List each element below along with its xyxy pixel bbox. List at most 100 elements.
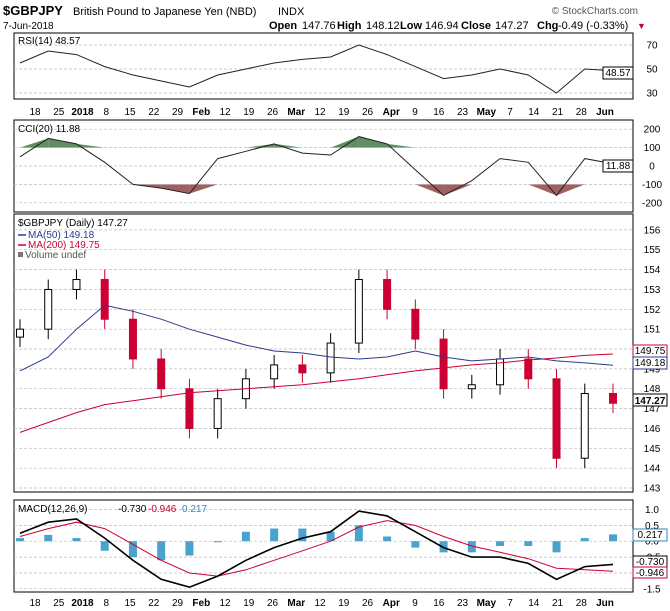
price-ticks-tick-0: 156	[644, 225, 661, 236]
xaxis-bottom-tick-1: 25	[53, 598, 65, 609]
ma200-line	[19, 353, 614, 433]
open-value: 147.76	[302, 20, 336, 32]
signal-line	[19, 520, 614, 577]
macd-histogram-bar	[552, 541, 561, 553]
xaxis-bottom-tick-10: 26	[267, 598, 279, 609]
low-label: Low	[400, 20, 422, 32]
high-label: High	[337, 20, 362, 32]
xaxis-top-tick-20: 7	[507, 107, 513, 118]
xaxis-top-tick-3: 8	[104, 107, 110, 118]
macd-histogram-bar	[298, 528, 307, 542]
signal-value-box-label: -0.946	[636, 568, 665, 579]
xaxis-top-tick-2: 2018	[71, 107, 94, 118]
macd-histogram-bar	[383, 536, 392, 542]
candle-body	[524, 358, 533, 380]
close-label: Close	[461, 20, 491, 32]
cci-ticks-tick-1: 100	[644, 143, 661, 154]
cci-value-label: 11.88	[606, 161, 631, 172]
ma50-legend-label: MA(50) 149.18	[28, 230, 95, 241]
xaxis-top-tick-23: 28	[576, 107, 588, 118]
watermark: © StockCharts.com	[552, 6, 638, 17]
xaxis-top-tick-22: 21	[552, 107, 564, 118]
candle-body	[411, 308, 420, 340]
price-ticks-tick-12: 144	[644, 464, 661, 475]
cci-overbought-fill	[76, 143, 105, 148]
xaxis-top-tick-11: Mar	[287, 107, 305, 118]
macd-ticks-tick-2: 0.0	[645, 537, 659, 548]
xaxis-top-tick-17: 16	[433, 107, 445, 118]
xaxis-bottom-tick-15: Apr	[383, 598, 400, 609]
candle-body	[552, 378, 561, 459]
candle-body	[580, 393, 589, 459]
macd-histogram-bar	[241, 531, 250, 542]
price-ticks-tick-9: 147	[644, 404, 661, 415]
rsi-frame	[13, 32, 634, 100]
macd-ticks-tick-1: 0.5	[645, 521, 659, 532]
ma50-value-label: 149.18	[635, 358, 666, 369]
chg-down-arrow-icon: ▼	[637, 21, 646, 31]
cci-ticks-tick-0: 200	[644, 125, 661, 136]
xaxis-top-tick-10: 26	[267, 107, 279, 118]
symbol: $GBPJPY	[3, 3, 63, 18]
exchange: INDX	[278, 6, 305, 18]
cci-label: CCI(20) 11.88	[18, 124, 81, 135]
rsi-label: RSI(14) 48.57	[18, 36, 81, 47]
hist-value: 0.217	[182, 504, 207, 515]
cci-ticks-tick-3: -100	[642, 180, 662, 191]
xaxis-top-tick-15: Apr	[383, 107, 400, 118]
xaxis-bottom-tick-2: 2018	[71, 598, 94, 609]
candle-body	[16, 328, 24, 338]
price-panel: 1561551541531521511501491481471461451441…	[13, 213, 668, 495]
xaxis-bottom-tick-3: 8	[104, 598, 110, 609]
cci-value-box	[602, 159, 634, 173]
candle-body	[128, 318, 137, 360]
price-frame	[13, 213, 634, 493]
candle-body	[383, 279, 392, 310]
xaxis-bottom-tick-6: 29	[172, 598, 184, 609]
xaxis-top-tick-0: 18	[29, 107, 41, 118]
macd-value: -0.730	[118, 504, 147, 515]
xaxis-bottom-tick-0: 18	[29, 598, 41, 609]
xaxis-bottom-tick-17: 16	[433, 598, 445, 609]
volume-legend-swatch	[18, 252, 23, 257]
macd-histogram-bar	[467, 541, 476, 553]
xaxis-top-tick-19: May	[477, 107, 497, 118]
xaxis-top-tick-18: 23	[457, 107, 469, 118]
xaxis-bottom-tick-24: Jun	[596, 598, 614, 609]
xaxis-top-tick-24: Jun	[596, 107, 614, 118]
open-label: Open	[269, 20, 297, 32]
volume-legend-label: Volume undef	[25, 250, 86, 261]
cci-panel: 200 100 0 -100 -200 CCI(20) 11.88 11.88	[13, 119, 662, 213]
price-ticks-tick-3: 153	[644, 285, 661, 296]
candle-body	[185, 388, 194, 429]
macd-label: MACD(12,26,9)	[18, 504, 87, 515]
macd-histogram-bar	[609, 534, 617, 542]
xaxis-bottom-tick-19: May	[477, 598, 497, 609]
xaxis-top-tick-5: 22	[148, 107, 160, 118]
hist-value-box	[632, 528, 668, 542]
price-ticks-tick-5: 151	[644, 325, 661, 336]
candle-body	[72, 279, 81, 290]
macd-histogram-bar	[496, 541, 505, 546]
macd-histogram-bar	[100, 541, 109, 551]
macd-histogram-bar	[213, 541, 222, 543]
signal-value: -0.946	[148, 504, 177, 515]
macd-histogram-bar	[128, 541, 137, 558]
chg-value: -0.49 (-0.33%)	[558, 20, 628, 32]
candle-body	[609, 393, 617, 404]
xaxis-top-tick-7: Feb	[192, 107, 210, 118]
cci-line	[19, 136, 614, 197]
macd-histogram-bar	[524, 541, 533, 546]
macd-histogram-bar	[185, 541, 194, 556]
candle-body	[354, 279, 363, 344]
cci-oversold-fill	[415, 184, 444, 196]
macd-line	[19, 510, 614, 589]
rsi-value-box	[602, 66, 634, 80]
xaxis-bottom-tick-7: Feb	[192, 598, 210, 609]
cci-overbought-fill	[20, 138, 49, 148]
candle-body	[213, 398, 222, 429]
signal-value-box	[632, 566, 668, 579]
xaxis-bottom-tick-9: 19	[243, 598, 255, 609]
candle-body	[44, 288, 53, 330]
macd-histogram-bar	[44, 534, 53, 542]
